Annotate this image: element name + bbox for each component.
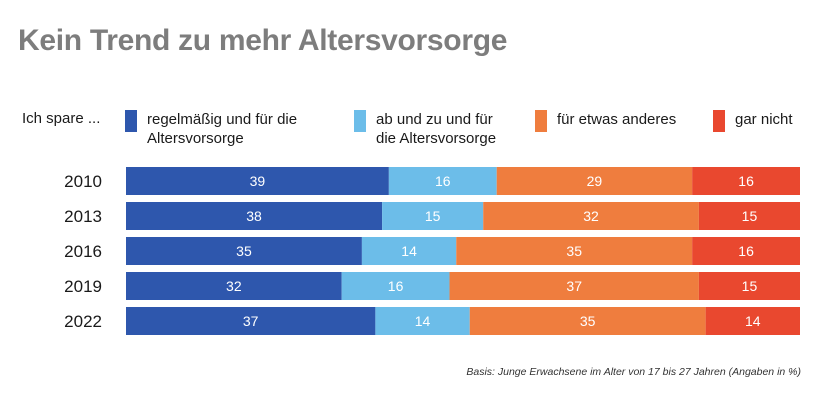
chart-title: Kein Trend zu mehr Altersvorsorge xyxy=(18,24,508,57)
value-label-2019-none: 15 xyxy=(742,278,758,294)
value-label-2022-regular: 37 xyxy=(243,313,259,329)
bar-2013-occasional xyxy=(382,202,484,230)
value-label-2019-occasional: 16 xyxy=(388,278,404,294)
bar-2022-occasional xyxy=(375,307,470,335)
bar-2019-regular xyxy=(126,272,342,300)
legend-swatch-none xyxy=(713,110,725,132)
value-label-2016-occasional: 14 xyxy=(401,243,417,259)
value-label-2016-other: 35 xyxy=(566,243,582,259)
legend-item-regular: regelmäßig und für die Altersvorsorge xyxy=(125,110,297,148)
value-label-2010-other: 29 xyxy=(587,173,603,189)
value-label-2019-other: 37 xyxy=(566,278,582,294)
bar-2016-occasional xyxy=(361,237,457,265)
bar-2016-none xyxy=(692,237,800,265)
value-label-2022-none: 14 xyxy=(745,313,761,329)
legend-item-occasional: ab und zu und für die Altersvorsorge xyxy=(354,110,496,148)
bar-2022-other xyxy=(469,307,706,335)
bar-2010-other xyxy=(496,167,693,195)
value-label-2013-occasional: 15 xyxy=(425,208,441,224)
legend-label-regular: regelmäßig und für die Altersvorsorge xyxy=(147,111,298,147)
value-label-2010-none: 16 xyxy=(738,173,754,189)
value-label-2016-regular: 35 xyxy=(236,243,252,259)
bar-2022-regular xyxy=(126,307,376,335)
bar-2013-other xyxy=(483,202,699,230)
legend-swatch-regular xyxy=(125,110,137,132)
bar-2019-occasional xyxy=(341,272,450,300)
legend-swatch-other xyxy=(535,110,547,132)
bar-2010-occasional xyxy=(388,167,497,195)
bar-2016-regular xyxy=(126,237,362,265)
year-label-2019: 2019 xyxy=(64,277,102,296)
chart-footnote: Basis: Junge Erwachsene im Alter von 17 … xyxy=(466,366,801,378)
bar-2022-none xyxy=(705,307,800,335)
bar-2016-other xyxy=(456,237,693,265)
legend-label-other: für etwas anderes xyxy=(557,111,677,128)
value-label-2013-other: 32 xyxy=(583,208,599,224)
bar-2013-regular xyxy=(126,202,383,230)
legend-item-none: gar nicht xyxy=(713,110,793,132)
legend-item-other: für etwas anderes xyxy=(535,110,676,132)
bar-2010-none xyxy=(692,167,800,195)
legend-label-occasional: ab und zu und für die Altersvorsorge xyxy=(376,111,497,147)
bar-2010-regular xyxy=(126,167,389,195)
bar-2013-none xyxy=(698,202,800,230)
year-label-2010: 2010 xyxy=(64,172,102,191)
bar-2019-other xyxy=(449,272,699,300)
value-label-2019-regular: 32 xyxy=(226,278,242,294)
year-label-2022: 2022 xyxy=(64,312,102,331)
value-label-2022-other: 35 xyxy=(580,313,596,329)
value-label-2016-none: 16 xyxy=(738,243,754,259)
value-label-2022-occasional: 14 xyxy=(415,313,431,329)
legend-swatch-occasional xyxy=(354,110,366,132)
legend-prefix: Ich spare ... xyxy=(22,110,101,127)
year-label-2013: 2013 xyxy=(64,207,102,226)
bar-2019-none xyxy=(698,272,800,300)
value-label-2013-regular: 38 xyxy=(246,208,262,224)
value-label-2010-occasional: 16 xyxy=(435,173,451,189)
year-label-2016: 2016 xyxy=(64,242,102,261)
value-label-2013-none: 15 xyxy=(742,208,758,224)
value-label-2010-regular: 39 xyxy=(250,173,266,189)
legend-label-none: gar nicht xyxy=(735,111,793,128)
